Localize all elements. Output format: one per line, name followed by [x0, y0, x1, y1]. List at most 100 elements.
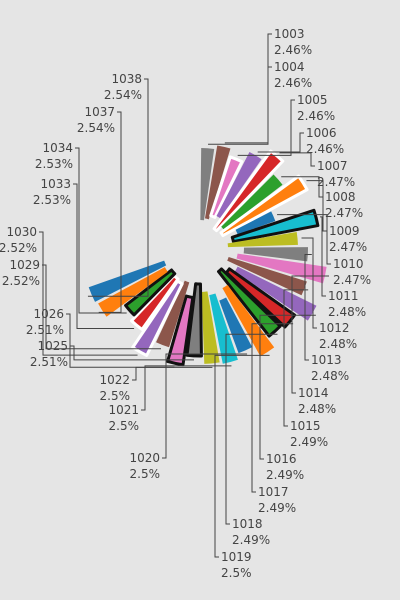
leader-line-1030 [39, 231, 138, 356]
slice-value-label: 2.52% [2, 274, 40, 288]
leader-line-1029 [42, 264, 162, 350]
slice-label-1016: 1016 2.49% [266, 452, 304, 482]
slice-category-label: 1037 [84, 105, 115, 119]
pie-slice-1019 [222, 284, 275, 357]
slice-value-label: 2.49% [290, 435, 328, 449]
slice-label-1018: 1018 2.49% [232, 517, 270, 547]
slice-value-label: 2.49% [266, 468, 304, 482]
slice-label-1007: 1007 2.47% [317, 159, 355, 189]
slice-category-label: 1038 [111, 72, 142, 86]
pie-slice-1030 [131, 279, 184, 357]
pie-slice-1011 [230, 208, 320, 244]
slice-label-1037: 1037 2.54% [77, 105, 115, 135]
pie-slice-1021 [209, 293, 238, 364]
slice-value-label: 2.5% [100, 389, 131, 403]
slice-value-label: 2.5% [109, 419, 140, 433]
slice-label-1013: 1013 2.48% [311, 353, 349, 383]
slice-category-label: 1033 [40, 177, 71, 191]
slice-label-1015: 1015 2.49% [290, 419, 328, 449]
slice-value-label: 2.46% [274, 76, 312, 90]
slice-label-1006: 1006 2.46% [306, 126, 344, 156]
pie-slice-1010 [235, 211, 276, 235]
slice-label-1003: 1003 2.46% [274, 27, 312, 57]
pie-slice-1006 [216, 151, 262, 219]
pie-slice-1017 [224, 267, 297, 329]
slice-value-label: 2.46% [274, 43, 312, 57]
pie-slice-1018 [217, 267, 282, 338]
pie-slice-1003 [200, 148, 215, 221]
slice-label-1004: 1004 2.46% [274, 60, 312, 90]
slice-value-label: 2.47% [333, 273, 371, 287]
slice-label-1019: 1019 2.5% [221, 550, 252, 580]
slice-category-label: 1007 [317, 159, 348, 173]
leader-line-1009 [306, 180, 327, 232]
pie-slice-1033 [130, 274, 180, 331]
slice-category-label: 1018 [232, 517, 263, 531]
slice-value-label: 2.48% [319, 337, 357, 351]
leader-line-1005 [237, 99, 295, 156]
slice-label-1034: 1034 2.53% [35, 141, 73, 171]
slice-label-1022: 1022 2.5% [99, 373, 130, 403]
slice-category-label: 1004 [274, 60, 305, 74]
pie-slice-1022 [201, 291, 220, 364]
slice-label-1010: 1010 2.47% [333, 257, 371, 287]
leader-line-1008 [281, 176, 323, 198]
leader-line-1022 [132, 366, 213, 381]
leader-line-1017 [251, 323, 294, 493]
slice-category-label: 1030 [6, 225, 37, 239]
slice-value-label: 2.46% [306, 142, 344, 156]
leader-line-1012 [301, 237, 317, 329]
slice-value-label: 2.47% [329, 240, 367, 254]
label-layer: 1003 2.46% 1004 2.46% 1005 2.46% 1006 2.46% 1007… [0, 27, 371, 580]
leader-line-1019 [214, 354, 270, 558]
slice-category-label: 1014 [298, 386, 329, 400]
slice-category-label: 1019 [221, 550, 252, 564]
slice-category-label: 1010 [333, 257, 364, 271]
slice-category-label: 1011 [328, 289, 359, 303]
slice-value-label: 2.51% [26, 323, 64, 337]
slice-category-label: 1013 [311, 353, 342, 367]
slice-value-label: 2.54% [77, 121, 115, 135]
leader-line-1026 [66, 313, 175, 368]
pie-slice-1020 [219, 297, 253, 354]
leader-line-1011 [320, 216, 326, 297]
slice-value-label: 2.52% [0, 241, 37, 255]
slice-label-1025: 1025 2.51% [30, 339, 68, 369]
pie-slice-1034 [124, 268, 177, 317]
leader-line-1007 [279, 152, 315, 167]
slice-value-label: 2.49% [232, 533, 270, 547]
leader-line-1021 [141, 365, 232, 411]
pie-slice-1013 [243, 247, 308, 262]
leader-line-1014 [291, 275, 329, 394]
pie-slice-1015 [227, 256, 307, 296]
pie-slice-1016 [234, 266, 317, 321]
slice-value-label: 2.46% [297, 109, 335, 123]
slice-label-1012: 1012 2.48% [319, 321, 357, 351]
leader-line-1033 [73, 183, 135, 329]
slice-value-label: 2.51% [30, 355, 68, 369]
slice-value-label: 2.5% [221, 566, 252, 580]
slice-value-label: 2.47% [325, 206, 363, 220]
pie-slice-1037 [98, 267, 168, 317]
leader-line-1038 [87, 78, 149, 297]
slice-category-label: 1022 [99, 373, 130, 387]
pie-slice-1029 [156, 280, 190, 348]
slice-label-1009: 1009 2.47% [329, 224, 367, 254]
slice-value-label: 2.48% [328, 305, 366, 319]
leader-line-1025 [70, 345, 194, 361]
slice-value-label: 2.47% [317, 175, 355, 189]
slice-label-1026: 1026 2.51% [26, 307, 64, 337]
pie-slice-1004 [204, 145, 231, 220]
slice-label-1021: 1021 2.5% [108, 403, 139, 433]
pie-slice-1008 [221, 174, 283, 230]
slice-value-label: 2.49% [258, 501, 296, 515]
slice-category-label: 1026 [33, 307, 64, 321]
leader-line-1003 [208, 33, 272, 145]
pie-slice-1026 [166, 294, 195, 367]
slice-label-1038: 1038 2.54% [104, 72, 142, 102]
slice-label-1017: 1017 2.49% [258, 485, 296, 515]
slice-category-label: 1012 [319, 321, 350, 335]
leader-line-1010 [277, 214, 331, 265]
slice-category-label: 1005 [297, 93, 328, 107]
